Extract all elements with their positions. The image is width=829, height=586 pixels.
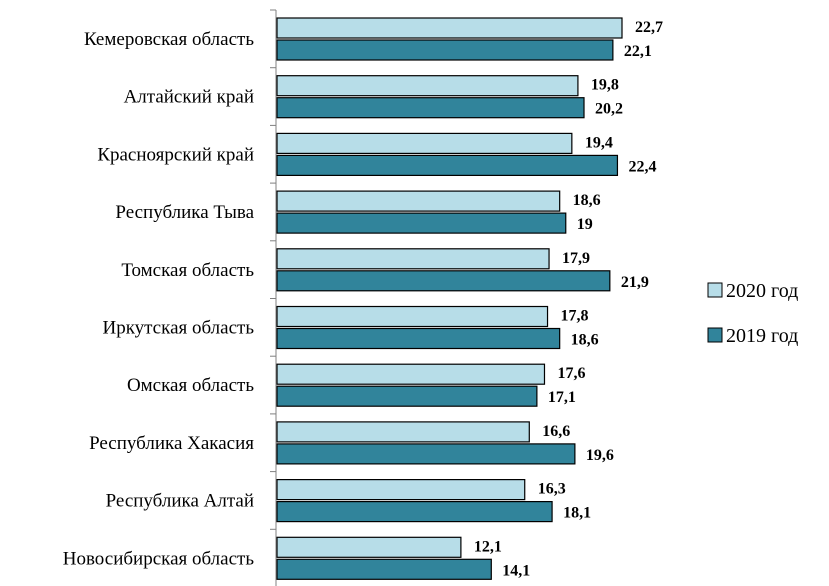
bar-2019: [276, 558, 492, 580]
legend-swatch-2020: [707, 282, 723, 298]
value-label-2020: 22,7: [635, 19, 663, 36]
bar-2019: [276, 97, 585, 119]
bars-group: [276, 17, 623, 580]
category-label: Кемеровская область: [84, 29, 254, 50]
bar-2019: [276, 270, 611, 292]
value-label-2019: 22,1: [624, 43, 652, 60]
value-label-2019: 20,2: [595, 101, 623, 118]
value-label-2019: 14,1: [502, 562, 530, 579]
category-axis: [270, 9, 277, 586]
bar-2020: [276, 479, 526, 501]
value-label-2019: 17,1: [548, 389, 576, 406]
legend-swatch-2019: [707, 327, 723, 343]
bar-2019: [276, 212, 567, 234]
bar-2019: [276, 154, 619, 176]
bar-2020: [276, 248, 550, 270]
labels-group: Кемеровская область 22,7 22,1 Алтайский кра…: [63, 19, 663, 579]
bar-2019: [276, 327, 561, 350]
value-label-2019: 18,6: [571, 332, 599, 349]
category-label: Республика Алтай: [106, 491, 254, 512]
bar-2020: [276, 17, 623, 39]
bar-2020: [276, 536, 462, 558]
value-label-2020: 16,6: [542, 423, 570, 440]
bar-2020: [276, 305, 549, 328]
legend-label-2019: 2019 год: [726, 325, 798, 347]
value-label-2020: 19,4: [585, 134, 613, 151]
bar-2020: [276, 363, 546, 385]
category-label: Томская область: [121, 260, 254, 281]
value-label-2019: 22,4: [628, 158, 656, 175]
bar-2020: [276, 190, 561, 212]
bar-2019: [276, 385, 538, 407]
value-label-2019: 19,6: [586, 447, 614, 464]
bar-2019: [276, 443, 576, 465]
category-label: Алтайский край: [124, 87, 254, 108]
bar-2019: [276, 39, 614, 61]
category-label: Республика Тыва: [115, 202, 254, 223]
value-label-2020: 17,8: [561, 308, 589, 325]
category-label: Новосибирская область: [63, 548, 255, 569]
value-label-2019: 21,9: [621, 274, 649, 291]
category-label: Красноярский край: [97, 144, 254, 165]
value-label-2020: 17,9: [562, 250, 590, 267]
bar-2020: [276, 75, 579, 97]
bar-2020: [276, 132, 573, 154]
value-label-2019: 19: [577, 216, 593, 233]
value-label-2019: 18,1: [563, 505, 591, 522]
value-label-2020: 18,6: [573, 192, 601, 209]
value-label-2020: 12,1: [474, 538, 502, 555]
category-label: Омская область: [127, 375, 254, 396]
bar-2019: [276, 501, 553, 523]
value-label-2020: 16,3: [538, 481, 566, 498]
legend: 2020 год 2019 год: [707, 280, 798, 347]
legend-label-2020: 2020 год: [726, 280, 798, 302]
category-label: Республика Хакасия: [89, 433, 254, 454]
value-label-2020: 17,6: [557, 365, 585, 382]
bar-2020: [276, 421, 530, 443]
category-label: Иркутская область: [102, 318, 254, 339]
value-label-2020: 19,8: [591, 77, 619, 94]
